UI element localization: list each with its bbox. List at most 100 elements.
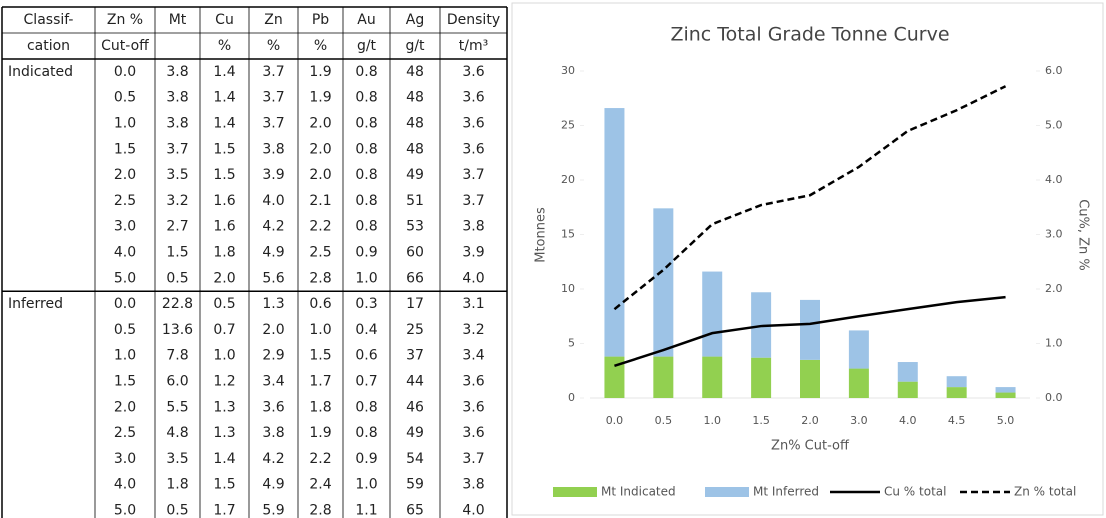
cell: 3.6	[462, 116, 484, 132]
cell: 0.5	[166, 503, 188, 518]
y2-tick-label: 5.0	[1045, 119, 1063, 132]
cell: 1.6	[213, 193, 235, 209]
cell: 2.0	[213, 270, 235, 286]
cell: 44	[406, 374, 424, 390]
cell: 5.0	[114, 270, 136, 286]
header-cell: t/m³	[459, 38, 488, 54]
cell: 3.5	[166, 167, 188, 183]
y-tick-label: 0	[568, 391, 575, 404]
cell: 4.2	[262, 219, 284, 235]
cell: 0.9	[355, 451, 377, 467]
legend-swatch	[705, 487, 749, 497]
cell: 1.5	[213, 141, 235, 157]
cell: 53	[406, 219, 424, 235]
y2-tick-label: 2.0	[1045, 282, 1063, 295]
cell: 0.7	[213, 322, 235, 338]
bar	[604, 108, 625, 357]
y-tick-label: 15	[561, 228, 575, 241]
cell: 1.0	[355, 477, 377, 493]
bar	[897, 381, 918, 398]
cell: 1.6	[213, 219, 235, 235]
bar	[995, 392, 1016, 398]
cell: 2.8	[309, 270, 331, 286]
cell: 2.8	[309, 503, 331, 518]
legend-label: Zn % total	[1014, 485, 1076, 499]
cell: 1.7	[213, 503, 235, 518]
cell: 3.6	[462, 425, 484, 441]
cell: 54	[406, 451, 424, 467]
cell: 3.4	[262, 374, 284, 390]
cell: 0.6	[355, 348, 377, 364]
cell: 2.0	[262, 322, 284, 338]
header-cell: g/t	[357, 38, 377, 54]
bar	[848, 368, 869, 398]
cell: 49	[406, 425, 424, 441]
cell: 6.0	[166, 374, 188, 390]
cell: 22.8	[162, 296, 193, 312]
cell: 2.2	[309, 219, 331, 235]
cell: 3.2	[166, 193, 188, 209]
bar	[702, 271, 723, 357]
cell: 2.0	[309, 167, 331, 183]
y-tick-label: 30	[561, 64, 575, 77]
cell: 0.7	[355, 374, 377, 390]
cell: 0.0	[114, 64, 136, 80]
cell: 1.8	[309, 399, 331, 415]
legend-label: Cu % total	[884, 485, 946, 499]
header-cell: Ag	[406, 12, 424, 28]
cell: 3.9	[462, 245, 484, 261]
cell: 1.5	[166, 245, 188, 261]
cell: 3.5	[166, 451, 188, 467]
cell: 3.7	[262, 64, 284, 80]
cell: 48	[406, 141, 424, 157]
x-tick-label: 1.5	[752, 414, 770, 427]
cell: 4.0	[462, 270, 484, 286]
cell: 0.4	[355, 322, 377, 338]
cell: 2.0	[114, 167, 136, 183]
y-tick-label: 5	[568, 337, 575, 350]
cell: 3.8	[166, 90, 188, 106]
header-cell: Density	[447, 12, 500, 28]
cell: 2.7	[166, 219, 188, 235]
cell: 3.0	[114, 219, 136, 235]
cell: 3.8	[166, 116, 188, 132]
cell: 3.0	[114, 451, 136, 467]
header-cell: Pb	[312, 12, 329, 28]
bar	[653, 356, 674, 398]
bar	[604, 356, 625, 398]
cell: 3.8	[462, 219, 484, 235]
cell: 1.3	[262, 296, 284, 312]
cell: 51	[406, 193, 424, 209]
cell: 4.0	[462, 503, 484, 518]
x-tick-label: 0.5	[655, 414, 673, 427]
header-cell: %	[218, 38, 231, 54]
y2-tick-label: 3.0	[1045, 228, 1063, 241]
cell: 0.8	[355, 425, 377, 441]
cell: 2.0	[309, 116, 331, 132]
cell: 3.7	[462, 193, 484, 209]
cell: 3.8	[166, 64, 188, 80]
cell: 0.9	[355, 245, 377, 261]
cell: 66	[406, 270, 424, 286]
cell: 1.5	[114, 141, 136, 157]
x-tick-label: 4.0	[899, 414, 917, 427]
legend-swatch	[553, 487, 597, 497]
cell: 5.6	[262, 270, 284, 286]
cell: 0.8	[355, 116, 377, 132]
cell: 1.2	[213, 374, 235, 390]
cell: 1.1	[355, 503, 377, 518]
cell: 49	[406, 167, 424, 183]
cell: 2.5	[114, 193, 136, 209]
bar	[995, 387, 1016, 393]
cell: 0.5	[114, 90, 136, 106]
bar	[946, 387, 967, 398]
cell: 25	[406, 322, 424, 338]
cell: 1.0	[309, 322, 331, 338]
header-cell: Zn %	[107, 12, 143, 28]
cell: 4.2	[262, 451, 284, 467]
cell: 2.9	[262, 348, 284, 364]
cell: 2.0	[114, 399, 136, 415]
cell: 48	[406, 64, 424, 80]
cell: 1.9	[309, 90, 331, 106]
cell: 3.7	[462, 451, 484, 467]
